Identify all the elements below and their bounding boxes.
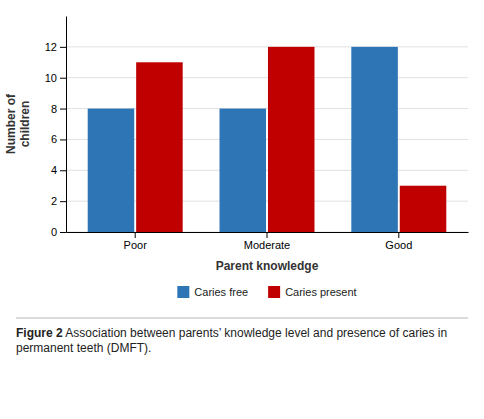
tick-label: 2 (51, 195, 57, 207)
y-label: Number ofchildren (4, 93, 32, 154)
tick-label: 10 (45, 72, 57, 84)
y-label-line: Number of (4, 93, 18, 154)
y-tick: 4 (51, 164, 66, 176)
chart: 0 2 4 6 8 10 12 Poor Moderate Good Parent knowledg… (0, 0, 484, 419)
legend: Caries free Caries present (177, 286, 356, 298)
tick-mark (60, 170, 66, 171)
y-tick: 12 (45, 41, 66, 53)
caption-bold: Figure 2 (16, 326, 63, 340)
bar-series (88, 47, 398, 232)
tick-label: 0 (51, 226, 57, 238)
bar (88, 109, 135, 232)
bars (88, 47, 447, 232)
legend-swatch (177, 286, 189, 298)
page: {"chart_data": {"type": "bar", "categori… (0, 0, 484, 419)
legend-swatch (268, 286, 280, 298)
bar (268, 47, 315, 232)
x-label: Parent knowledge (216, 259, 319, 273)
legend-item: Caries present (268, 286, 357, 298)
tick-mark (398, 232, 399, 238)
tick-mark (267, 232, 268, 238)
axis-domain (66, 17, 67, 233)
bar (400, 186, 447, 232)
legend-label: Caries free (194, 286, 248, 298)
tick-label: Moderate (244, 239, 290, 251)
bar (220, 109, 267, 232)
tick-mark (60, 201, 66, 202)
tick-label: 8 (51, 103, 57, 115)
x-tick: Moderate (244, 232, 290, 251)
tick-mark (60, 232, 66, 233)
legend-label: Caries present (285, 286, 357, 298)
y-tick: 6 (51, 133, 66, 145)
tick-mark (60, 78, 66, 79)
y-label-line: children (18, 101, 32, 148)
grid-line (66, 77, 468, 78)
legend-item: Caries free (177, 286, 248, 298)
tick-mark (135, 232, 136, 238)
separator (16, 318, 468, 319)
bar-series (136, 47, 446, 232)
tick-mark (60, 47, 66, 48)
bar (136, 62, 183, 232)
tick-mark (60, 139, 66, 140)
y-tick: 10 (45, 72, 66, 84)
x-tick: Poor (124, 232, 148, 251)
bar (351, 47, 398, 232)
y-tick: 0 (51, 226, 66, 238)
caption: Figure 2 Association between parents’ kn… (16, 326, 468, 356)
y-tick: 2 (51, 195, 66, 207)
y-tick: 8 (51, 103, 66, 115)
tick-label: 12 (45, 41, 57, 53)
y-axis: 0 2 4 6 8 10 12 (45, 17, 67, 239)
x-axis: Poor Moderate Good (67, 232, 469, 251)
x-tick: Good (385, 232, 412, 251)
caption-text: Association between parents’ knowledge l… (16, 326, 447, 355)
tick-label: 4 (51, 164, 57, 176)
tick-label: Good (385, 239, 412, 251)
tick-label: Poor (124, 239, 148, 251)
grid (66, 47, 468, 232)
grid-line (66, 46, 468, 47)
tick-mark (60, 109, 66, 110)
tick-label: 6 (51, 133, 57, 145)
